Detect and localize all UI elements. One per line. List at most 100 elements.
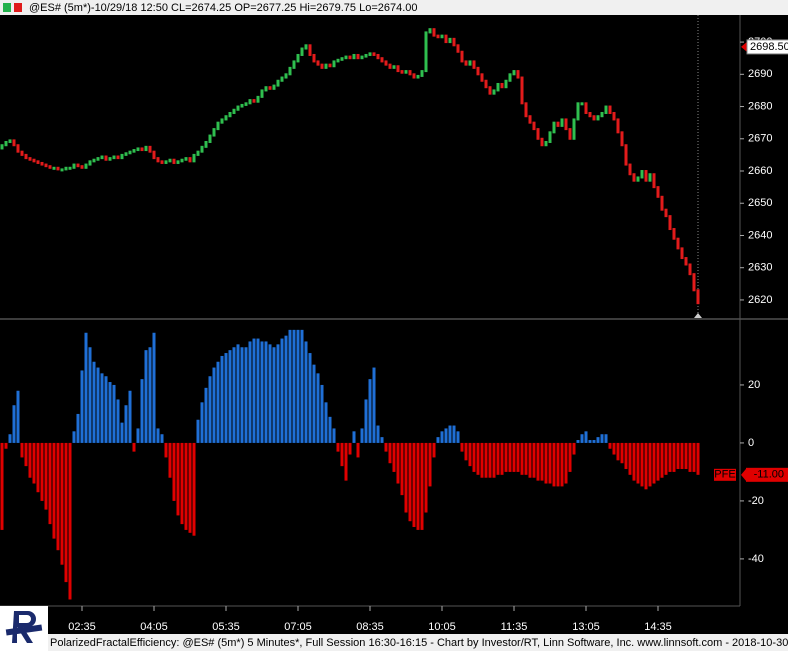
histogram-bar — [632, 442, 636, 481]
candle-body — [132, 149, 136, 153]
candle-body — [40, 161, 44, 166]
candle-body — [404, 70, 408, 74]
histogram-bar — [524, 442, 528, 475]
histogram-bar — [508, 442, 512, 472]
histogram-bar — [384, 442, 388, 452]
candle-body — [152, 150, 156, 160]
candle-body — [504, 79, 508, 89]
candle-body — [284, 73, 288, 79]
candle-body — [432, 28, 436, 37]
histogram-bar — [512, 442, 516, 472]
price-marker-arrow — [741, 41, 747, 52]
candle-body — [444, 34, 448, 44]
candle-body — [32, 158, 36, 163]
histogram-bar — [0, 442, 4, 530]
histogram-bar — [668, 442, 672, 472]
logo — [0, 606, 48, 651]
candle-body — [20, 150, 24, 156]
candle-body — [272, 84, 276, 90]
status-square — [14, 3, 22, 12]
histogram-bar — [16, 390, 20, 443]
candle-body — [584, 102, 588, 114]
y-tick-label: 2630 — [748, 262, 772, 274]
candle-body — [472, 60, 476, 69]
histogram-bar — [596, 437, 600, 443]
histogram-bar — [352, 431, 356, 443]
candle-body — [644, 170, 648, 182]
price-marker-label: 2698.50 — [750, 41, 788, 53]
histogram-bar — [228, 350, 232, 443]
candle-body — [616, 118, 620, 134]
y-tick-label: 0 — [748, 437, 754, 449]
candle-body — [324, 63, 328, 69]
histogram-bar — [580, 434, 584, 443]
histogram-bar — [644, 442, 648, 490]
histogram-bar — [336, 442, 340, 452]
candle-body — [576, 102, 580, 121]
histogram-bar — [232, 347, 236, 443]
histogram-bar — [108, 382, 112, 443]
histogram-bar — [264, 341, 268, 443]
histogram-bar — [304, 341, 308, 443]
candle-body — [156, 157, 160, 163]
candle-body — [56, 166, 60, 171]
histogram-bar — [216, 361, 220, 443]
candle-body — [440, 34, 444, 39]
candle-body — [568, 128, 572, 140]
candle-body — [420, 70, 424, 77]
candle-body — [552, 121, 556, 134]
histogram-bar — [28, 442, 32, 478]
histogram-bar — [448, 425, 452, 443]
candle-body — [24, 153, 28, 160]
histogram-bar — [620, 442, 624, 464]
histogram-bar — [504, 442, 508, 472]
histogram-bar — [240, 347, 244, 443]
histogram-bar — [80, 370, 84, 443]
histogram-bar — [268, 344, 272, 443]
candle-body — [428, 28, 432, 34]
candle-body — [48, 165, 52, 169]
cursor-triangle — [694, 313, 702, 318]
histogram-bar — [368, 379, 372, 443]
candle-body — [88, 160, 92, 166]
histogram-bar — [600, 434, 604, 443]
candle-body — [344, 55, 348, 60]
candle-body — [456, 44, 460, 53]
histogram-bar — [288, 329, 292, 443]
histogram-bar — [404, 442, 408, 513]
candle-body — [376, 53, 380, 60]
histogram-bar — [396, 442, 400, 484]
histogram-bar — [96, 367, 100, 443]
candle-body — [604, 105, 608, 114]
candle-body — [572, 118, 576, 140]
candle-body — [520, 76, 524, 105]
candle-body — [380, 57, 384, 63]
candle-body — [228, 111, 232, 118]
candle-body — [692, 273, 696, 292]
candle-body — [348, 55, 352, 60]
histogram-bar — [568, 442, 572, 472]
histogram-bar — [172, 442, 176, 501]
candle-body — [104, 155, 108, 161]
histogram-bar — [124, 405, 128, 443]
y-tick-label: 20 — [748, 379, 760, 391]
candle-body — [180, 158, 184, 163]
histogram-bar — [576, 440, 580, 443]
candle-body — [8, 139, 12, 144]
candle-body — [224, 115, 228, 121]
candle-body — [140, 147, 144, 152]
histogram-bar — [192, 442, 196, 536]
price-marker-box — [746, 39, 788, 55]
candle-body — [632, 173, 636, 182]
candle-body — [92, 158, 96, 163]
histogram-bar — [456, 431, 460, 443]
histogram-bar — [340, 442, 344, 467]
candle-body — [528, 115, 532, 124]
histogram-bar — [8, 434, 12, 443]
candle-body — [640, 170, 644, 179]
candle-body — [408, 70, 412, 76]
histogram-bar — [156, 428, 160, 443]
histogram-bar — [496, 442, 500, 475]
indicator-name: PFE — [714, 469, 735, 481]
